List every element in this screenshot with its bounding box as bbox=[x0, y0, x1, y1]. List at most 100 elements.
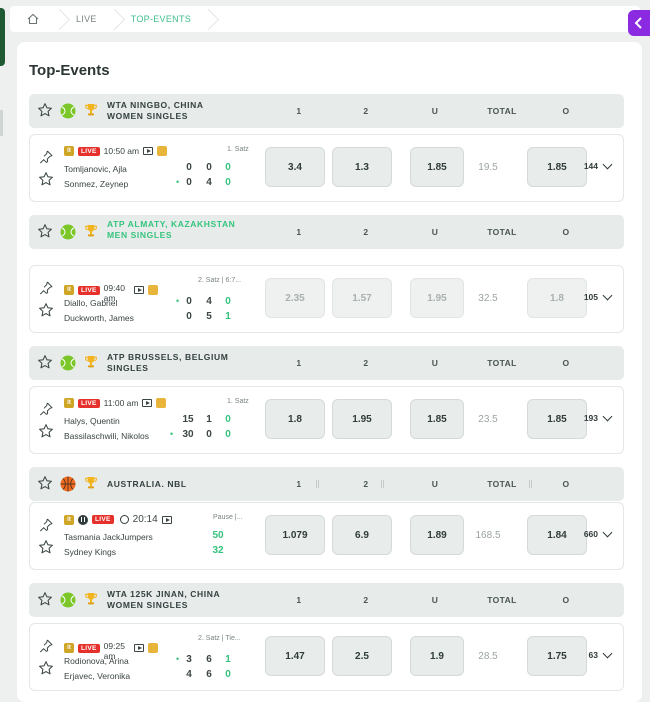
stats-badge-icon[interactable] bbox=[147, 285, 158, 295]
more-markets-button[interactable]: 193 bbox=[584, 411, 613, 423]
star-icon[interactable] bbox=[37, 354, 53, 375]
pin-icon[interactable] bbox=[38, 517, 54, 538]
odd-button-1[interactable]: 1.8 bbox=[265, 399, 325, 439]
video-icon[interactable] bbox=[133, 644, 144, 652]
odd-button-2[interactable]: 6.9 bbox=[332, 515, 392, 555]
star-icon[interactable] bbox=[37, 102, 53, 123]
odd-button-u[interactable]: 1.95 bbox=[410, 278, 464, 318]
stats-icon[interactable]: lt bbox=[64, 398, 74, 408]
more-markets-button[interactable]: 660 bbox=[584, 527, 613, 539]
star-icon[interactable] bbox=[38, 660, 54, 681]
stats-icon[interactable]: lt bbox=[64, 146, 74, 156]
tennis-ball-icon bbox=[60, 103, 76, 119]
star-icon[interactable] bbox=[37, 591, 53, 612]
odd-button-2[interactable]: 1.95 bbox=[332, 399, 392, 439]
odd-button-u[interactable]: 1.9 bbox=[410, 636, 464, 676]
stats-icon[interactable]: lt bbox=[64, 514, 74, 525]
video-icon[interactable] bbox=[142, 399, 153, 407]
stats-badge-icon[interactable] bbox=[147, 643, 158, 653]
star-icon[interactable] bbox=[38, 539, 54, 560]
event-row[interactable]: lt LIVE 20:14 Pause |... Tasmania JackJumper… bbox=[29, 502, 624, 570]
league-header[interactable]: ATP BRUSSELS, BELGIUM SINGLES 1 2 U TOTAL O bbox=[29, 346, 624, 380]
collapse-button[interactable] bbox=[628, 10, 650, 36]
page-title: Top-Events bbox=[29, 62, 110, 79]
stats-badge-icon[interactable] bbox=[157, 146, 168, 156]
home-icon[interactable] bbox=[10, 6, 56, 32]
more-markets-button[interactable]: 144 bbox=[584, 159, 613, 171]
league-header[interactable]: WTA NINGBO, CHINA WOMEN SINGLES 1 2 U TOTAL O bbox=[29, 94, 624, 128]
live-badge: LIVE bbox=[78, 643, 100, 653]
score-team2-1: 6 bbox=[206, 669, 212, 680]
trophy-icon bbox=[83, 223, 99, 244]
event-meta: lt LIVE 11:00 am bbox=[64, 398, 167, 408]
score-team2-0: 30 bbox=[182, 429, 194, 440]
score-team1-2: 1 bbox=[225, 654, 231, 665]
more-markets-button[interactable]: 105 bbox=[583, 290, 613, 302]
odd-button-2[interactable]: 1.3 bbox=[332, 147, 392, 187]
markets-count: 105 bbox=[583, 292, 598, 302]
pin-icon[interactable] bbox=[38, 280, 54, 301]
video-icon[interactable] bbox=[143, 147, 154, 155]
trophy-icon bbox=[83, 102, 99, 123]
side-rail-tab[interactable] bbox=[0, 8, 5, 66]
event-row[interactable]: lt LIVE 11:00 am 1. Satz Halys, Quentin Bassi… bbox=[29, 386, 624, 454]
odd-button-1[interactable]: 1.079 bbox=[265, 515, 325, 555]
event-row[interactable]: lt LIVE 10:50 am 1. Satz Tomljanovic, Ajla So… bbox=[29, 134, 624, 202]
odd-button-1[interactable]: 1.47 bbox=[265, 636, 325, 676]
league-header[interactable]: ATP ALMATY, KAZAKHSTAN MEN SINGLES 1 2 U TOT… bbox=[29, 215, 624, 249]
odd-button-o[interactable]: 1.84 bbox=[527, 515, 587, 555]
odd-button-u[interactable]: 1.85 bbox=[410, 147, 464, 187]
breadcrumb-top-events[interactable]: TOP-EVENTS bbox=[130, 14, 192, 24]
pin-icon[interactable] bbox=[38, 149, 54, 170]
chevron-down-icon bbox=[602, 648, 613, 658]
stats-badge-icon[interactable] bbox=[156, 398, 167, 408]
score-team1-0: 15 bbox=[182, 414, 194, 425]
col-header-total: TOTAL bbox=[487, 358, 517, 368]
league-header[interactable]: WTA 125K JINAN, CHINA WOMEN SINGLES 1 2 U TO… bbox=[29, 583, 624, 617]
odd-button-o[interactable]: 1.85 bbox=[527, 147, 587, 187]
pin-icon[interactable] bbox=[38, 401, 54, 422]
odd-button-u[interactable]: 1.89 bbox=[410, 515, 464, 555]
odd-button-o[interactable]: 1.85 bbox=[527, 399, 587, 439]
more-markets-button[interactable]: 63 bbox=[589, 648, 613, 660]
score-team1-1: 6 bbox=[206, 654, 212, 665]
odd-button-u[interactable]: 1.85 bbox=[410, 399, 464, 439]
event-row[interactable]: lt LIVE 09:25 am 2. Satz | Tie... Rodionova,… bbox=[29, 623, 624, 691]
video-icon[interactable] bbox=[133, 286, 144, 294]
stats-icon[interactable]: lt bbox=[64, 643, 74, 653]
star-icon[interactable] bbox=[37, 475, 53, 496]
league-name[interactable]: WTA 125K JINAN, CHINA WOMEN SINGLES bbox=[107, 589, 220, 610]
breadcrumb-live[interactable]: LIVE bbox=[76, 14, 97, 24]
league-name[interactable]: WTA NINGBO, CHINA WOMEN SINGLES bbox=[107, 100, 204, 121]
breadcrumb-separator bbox=[205, 6, 215, 32]
odd-total: 168.5 bbox=[475, 529, 501, 541]
score-team2-0: 0 bbox=[186, 311, 192, 322]
odd-button-2[interactable]: 1.57 bbox=[332, 278, 392, 318]
odd-button-o[interactable]: 1.75 bbox=[527, 636, 587, 676]
odd-button-2[interactable]: 2.5 bbox=[332, 636, 392, 676]
star-icon[interactable] bbox=[37, 223, 53, 244]
chevron-left-icon bbox=[634, 17, 642, 29]
star-icon[interactable] bbox=[38, 423, 54, 444]
odd-button-o[interactable]: 1.8 bbox=[527, 278, 587, 318]
stats-icon[interactable]: lt bbox=[64, 285, 74, 295]
league-name[interactable]: ATP ALMATY, KAZAKHSTAN MEN SINGLES bbox=[107, 219, 236, 240]
pin-icon[interactable] bbox=[38, 638, 54, 659]
star-icon[interactable] bbox=[38, 171, 54, 192]
league-name[interactable]: ATP BRUSSELS, BELGIUM SINGLES bbox=[107, 352, 229, 373]
trophy-icon bbox=[83, 591, 99, 612]
chevron-down-icon bbox=[602, 411, 613, 421]
column-divider-icon bbox=[316, 480, 319, 488]
video-icon[interactable] bbox=[161, 515, 172, 524]
event-row[interactable]: lt LIVE 09:40 am 2. Satz | 6:7... Diallo, Ga… bbox=[29, 265, 624, 333]
team1-name: Rodionova, Arina bbox=[64, 656, 129, 666]
star-icon[interactable] bbox=[38, 302, 54, 323]
col-header-total: TOTAL bbox=[487, 595, 517, 605]
score-team2: 32 bbox=[212, 545, 224, 556]
league-header[interactable]: AUSTRALIA. NBL 1 2 U TOTAL O bbox=[29, 467, 624, 501]
odd-button-1[interactable]: 3.4 bbox=[265, 147, 325, 187]
col-header-2: 2 bbox=[363, 227, 369, 237]
tennis-ball-icon bbox=[60, 224, 76, 240]
league-name[interactable]: AUSTRALIA. NBL bbox=[107, 479, 187, 489]
odd-button-1[interactable]: 2.35 bbox=[265, 278, 325, 318]
